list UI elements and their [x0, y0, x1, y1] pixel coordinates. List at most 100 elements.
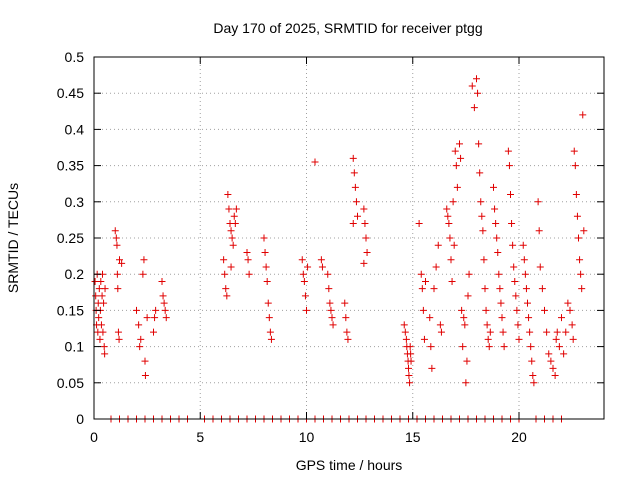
data-point — [137, 335, 145, 343]
data-point — [534, 198, 542, 206]
data-point — [576, 256, 584, 264]
data-point — [575, 234, 582, 242]
data-point — [494, 248, 502, 256]
data-point — [114, 285, 122, 293]
data-point — [97, 321, 105, 329]
y-tick-label: 0.1 — [65, 339, 85, 355]
data-point — [298, 256, 306, 264]
y-axis-ticks: 0 0.05 0.1 0.15 0.2 0.25 0.3 0.35 0.4 0.45 0.5 — [57, 49, 604, 427]
data-point — [529, 372, 537, 380]
data-point — [497, 299, 505, 307]
data-point — [475, 140, 483, 148]
data-point — [352, 198, 360, 206]
data-point — [463, 357, 471, 365]
data-point — [525, 314, 533, 322]
data-point — [328, 314, 336, 322]
data-point — [162, 314, 170, 322]
data-point — [361, 220, 369, 228]
data-point — [500, 343, 508, 351]
data-point — [520, 256, 528, 264]
data-point — [344, 335, 352, 343]
data-point — [227, 227, 235, 235]
data-point — [458, 306, 466, 314]
data-point — [461, 321, 469, 329]
data-point — [474, 89, 482, 97]
data-point — [350, 169, 358, 177]
data-point — [400, 321, 408, 329]
data-point — [446, 234, 454, 242]
data-point — [265, 314, 273, 322]
data-point — [118, 259, 126, 267]
data-point — [326, 299, 334, 307]
data-point — [324, 270, 332, 278]
data-point — [318, 263, 326, 271]
data-point — [437, 328, 445, 336]
data-point — [260, 234, 268, 242]
data-point — [452, 162, 460, 170]
data-point — [266, 328, 274, 336]
data-point — [161, 306, 169, 314]
y-tick-label: 0.25 — [57, 230, 84, 246]
data-point — [428, 364, 436, 372]
data-point — [402, 335, 410, 343]
y-tick-label: 0.2 — [65, 266, 85, 282]
data-point — [100, 299, 108, 307]
data-point — [96, 335, 104, 343]
data-point — [490, 183, 497, 191]
data-point — [447, 256, 455, 264]
data-point — [232, 205, 240, 213]
data-point — [492, 220, 500, 228]
chart-title: Day 170 of 2025, SRMTID for receiver ptg… — [213, 20, 482, 36]
data-point — [464, 292, 472, 300]
data-point — [405, 372, 413, 380]
data-point — [349, 154, 357, 162]
data-point — [141, 372, 149, 380]
data-point — [420, 335, 428, 343]
data-point — [572, 191, 580, 199]
data-point — [301, 292, 309, 300]
data-point — [478, 212, 486, 220]
data-point — [560, 350, 568, 358]
data-point — [570, 147, 578, 155]
data-point — [245, 270, 253, 278]
y-axis-label: SRMTID / TECUs — [5, 183, 21, 293]
data-point — [98, 292, 106, 300]
data-point — [499, 328, 507, 336]
y-tick-label: 0.3 — [65, 194, 85, 210]
data-point — [535, 227, 543, 235]
data-point — [536, 263, 544, 271]
data-point — [136, 343, 144, 351]
data-point — [513, 306, 521, 314]
data-point — [230, 212, 238, 220]
data-point — [261, 248, 269, 256]
data-point — [304, 263, 312, 271]
data-point — [231, 220, 239, 228]
y-tick-label: 0 — [76, 411, 84, 427]
data-point — [571, 162, 579, 170]
data-point — [527, 343, 535, 351]
x-axis-label: GPS time / hours — [296, 457, 403, 473]
data-point — [449, 198, 457, 206]
data-point — [229, 241, 237, 249]
data-point — [228, 234, 236, 242]
data-point — [573, 212, 581, 220]
data-point — [116, 256, 123, 264]
data-point — [223, 292, 231, 300]
data-point — [486, 328, 494, 336]
data-point — [354, 212, 361, 220]
data-point — [444, 212, 452, 220]
data-point — [222, 285, 230, 293]
data-point — [521, 270, 529, 278]
data-point — [220, 256, 228, 264]
data-point — [476, 169, 484, 177]
data-point — [493, 234, 501, 242]
data-point — [510, 263, 518, 271]
data-point — [564, 299, 572, 307]
data-point — [496, 285, 504, 293]
data-point — [243, 248, 251, 256]
data-point — [555, 343, 563, 351]
data-point — [427, 343, 435, 351]
data-point — [558, 314, 565, 322]
data-point — [491, 205, 499, 213]
data-point — [507, 191, 514, 199]
